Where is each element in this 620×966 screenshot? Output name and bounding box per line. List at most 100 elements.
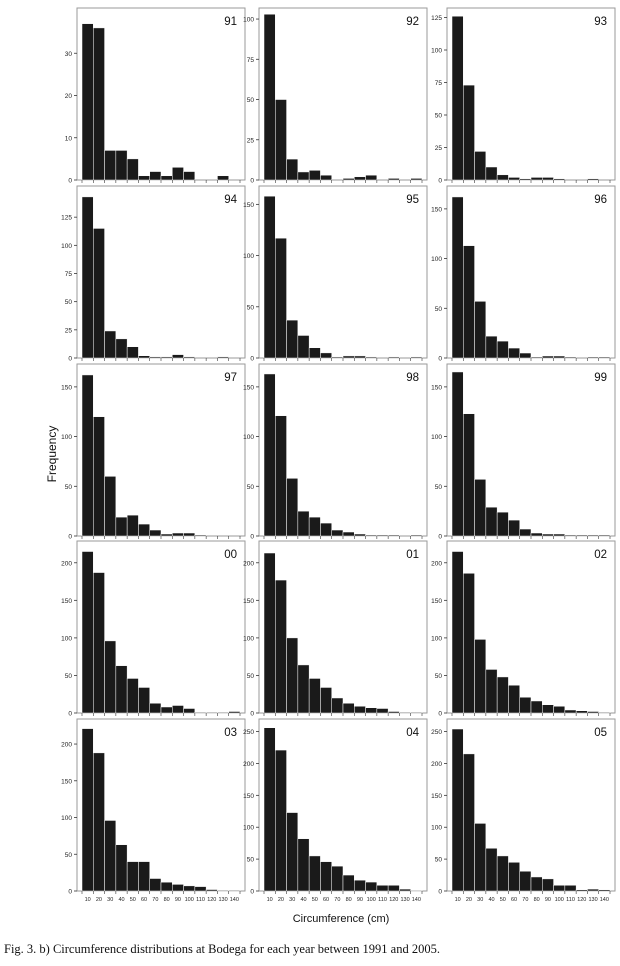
bar — [530, 356, 543, 359]
bar — [320, 174, 332, 181]
bar — [365, 707, 378, 714]
bar — [354, 705, 366, 714]
y-tick-label: 50 — [435, 857, 443, 864]
x-axis-label: Circumference (cm) — [293, 913, 390, 925]
bar — [138, 355, 150, 359]
bar — [126, 514, 139, 537]
bar — [320, 522, 332, 537]
bar — [286, 637, 299, 714]
panel-year-label: 01 — [406, 549, 419, 561]
bar — [474, 479, 487, 537]
bar — [508, 862, 520, 892]
y-tick-label: 100 — [431, 825, 442, 832]
y-tick-label: 100 — [243, 635, 254, 642]
y-tick-label: 200 — [243, 761, 254, 768]
bar — [228, 711, 241, 714]
y-tick-label: 150 — [243, 384, 254, 391]
panel-02: 0 50 100 150 200 02 — [431, 540, 616, 718]
panel-year-label: 91 — [224, 16, 237, 28]
bar — [553, 355, 566, 359]
x-tick-label: 30 — [107, 897, 113, 903]
x-tick-label: 130 — [218, 897, 227, 903]
bar — [205, 889, 218, 892]
bar — [485, 506, 498, 537]
bar — [172, 884, 184, 892]
bar — [399, 711, 411, 714]
bar — [308, 855, 321, 892]
y-tick-label: 0 — [438, 534, 442, 541]
x-tick-label: 100 — [555, 897, 564, 903]
bar — [172, 532, 184, 537]
y-tick-label: 150 — [61, 598, 72, 605]
bar — [387, 885, 400, 892]
bar — [598, 711, 611, 714]
x-tick-label: 100 — [367, 897, 376, 903]
x-tick-label: 40 — [488, 897, 494, 903]
bar — [286, 158, 299, 181]
bar — [149, 529, 162, 537]
y-tick-label: 0 — [250, 534, 254, 541]
bar — [183, 708, 196, 714]
y-tick-label: 150 — [431, 206, 442, 213]
panel-year-label: 97 — [224, 372, 237, 384]
bar — [138, 687, 150, 714]
y-tick-label: 50 — [247, 97, 255, 104]
bar — [342, 874, 355, 892]
bar — [160, 533, 173, 537]
bar — [217, 356, 229, 359]
bar — [463, 245, 475, 359]
y-tick-label: 25 — [65, 327, 73, 334]
panel-97: 0 50 100 150 97 — [61, 363, 246, 541]
bar — [553, 885, 566, 892]
x-tick-label: 60 — [323, 897, 329, 903]
bar — [410, 534, 423, 537]
y-tick-label: 150 — [61, 778, 72, 785]
bar — [598, 534, 611, 537]
bar — [275, 749, 287, 892]
bar — [115, 844, 128, 892]
x-tick-label: 80 — [164, 897, 170, 903]
bar — [275, 415, 287, 537]
bar — [81, 728, 94, 892]
panel-96: 0 50 100 150 96 — [431, 185, 616, 363]
bar — [474, 639, 487, 714]
bar — [387, 711, 400, 714]
bar — [81, 374, 94, 537]
bar — [365, 356, 378, 359]
bar — [376, 885, 389, 892]
bar — [297, 171, 310, 181]
bar — [320, 352, 332, 359]
y-tick-label: 10 — [65, 135, 73, 142]
x-tick-label: 50 — [130, 897, 136, 903]
y-tick-label: 200 — [243, 560, 254, 567]
y-tick-label: 0 — [68, 356, 72, 363]
bar — [138, 175, 150, 181]
bar — [451, 371, 464, 537]
bar — [575, 534, 588, 537]
panel-95: 0 50 100 150 95 — [243, 185, 428, 363]
panel-98: 0 50 100 150 98 — [243, 363, 428, 541]
bar — [297, 838, 310, 892]
panel-year-label: 03 — [224, 727, 237, 739]
y-tick-label: 0 — [250, 178, 254, 185]
bar — [365, 174, 378, 181]
bar — [297, 510, 310, 537]
bar — [104, 476, 117, 537]
x-tick-label: 50 — [500, 897, 506, 903]
bar — [331, 356, 344, 359]
x-tick-label: 120 — [577, 897, 586, 903]
bar — [354, 533, 366, 537]
bar — [138, 523, 150, 537]
x-tick-label: 10 — [455, 897, 461, 903]
bar — [474, 823, 487, 892]
x-tick-label: 70 — [334, 897, 340, 903]
bar — [564, 709, 577, 714]
bar — [320, 861, 332, 892]
y-tick-label: 250 — [243, 729, 254, 736]
bar — [485, 166, 498, 181]
y-tick-label: 100 — [61, 815, 72, 822]
y-tick-label: 50 — [435, 306, 443, 313]
bar — [410, 356, 423, 359]
x-tick-label: 100 — [185, 897, 194, 903]
y-tick-label: 25 — [247, 137, 255, 144]
